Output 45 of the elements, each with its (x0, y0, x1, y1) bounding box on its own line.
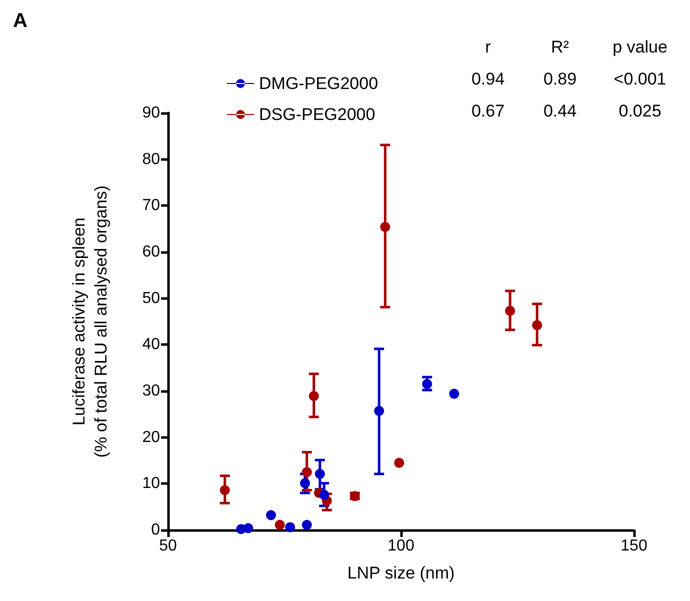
point (266, 510, 276, 520)
point (374, 406, 384, 416)
text: r (485, 38, 492, 56)
text: 0.89 (543, 70, 577, 88)
x-tick-label: 50 (159, 538, 177, 554)
x-tick-label: 100 (388, 538, 414, 554)
y-tick-label: 60 (142, 244, 160, 260)
point (308, 391, 319, 402)
text: 0.94 (471, 70, 505, 88)
y-tick-label: 30 (142, 382, 160, 400)
y-tick-label: 0 (151, 522, 160, 538)
point (319, 490, 330, 500)
y-tick-label: 50 (142, 290, 160, 307)
text: p value (612, 38, 668, 56)
point (449, 388, 460, 399)
point (302, 467, 312, 478)
x-tick-label: 150 (620, 538, 648, 554)
text: R² (551, 38, 570, 56)
annotation: 0.44 (543, 102, 577, 120)
point (220, 485, 230, 496)
point (380, 222, 390, 232)
annotation: 0.67 (471, 102, 505, 120)
legend-label: DMG-PEG2000 (259, 74, 378, 93)
point (243, 523, 254, 534)
point (394, 458, 404, 468)
annotation: 0.025 (618, 102, 662, 120)
y-tick-label: 80 (142, 150, 160, 168)
y-tick-label: 90 (142, 104, 160, 122)
x-axis-title: LNP size (nm) (347, 564, 455, 582)
y-tick-label: 20 (142, 428, 160, 446)
point (422, 379, 432, 390)
legend-label: DSG-PEG2000 (259, 105, 376, 124)
text: <0.001 (614, 70, 666, 88)
point (300, 478, 310, 488)
point (314, 468, 325, 479)
point (505, 306, 516, 316)
point (274, 520, 285, 530)
y-tick-label: 40 (142, 336, 160, 354)
y-tick-label: 10 (142, 475, 160, 492)
y-axis-title: Luciferase activity in spleen (% of total RLU all analysed organs) (70, 185, 110, 458)
point (285, 522, 296, 532)
chart-title: A (13, 10, 28, 32)
point (302, 520, 312, 530)
y-tick-label: 70 (142, 197, 160, 214)
point (532, 320, 542, 330)
